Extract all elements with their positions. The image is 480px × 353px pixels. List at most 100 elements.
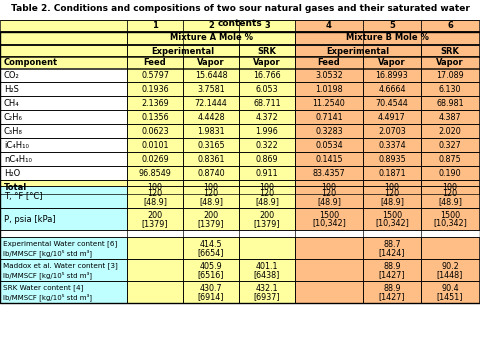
Text: [6516]: [6516] (198, 270, 224, 279)
Bar (421, 45, 479, 57)
Bar (239, 180, 295, 194)
Text: 4.372: 4.372 (256, 113, 278, 121)
Bar (127, 31, 295, 44)
Text: 120: 120 (147, 189, 163, 198)
Bar (0, 237, 127, 259)
Text: [1424]: [1424] (379, 249, 405, 257)
Bar (127, 82, 183, 96)
Bar (183, 208, 239, 230)
Text: Feed: Feed (318, 58, 340, 67)
Text: 6.053: 6.053 (256, 84, 278, 94)
Text: 120: 120 (322, 189, 336, 198)
Text: 15.6448: 15.6448 (195, 71, 228, 79)
Text: 1500: 1500 (319, 210, 339, 220)
Bar (183, 186, 239, 208)
Text: 68.981: 68.981 (436, 98, 464, 108)
Bar (127, 110, 183, 124)
Text: Vapor: Vapor (378, 58, 406, 67)
Text: Experimental Water content [6]: Experimental Water content [6] (3, 240, 117, 247)
Text: Vapor: Vapor (436, 58, 464, 67)
Text: 100: 100 (443, 183, 457, 191)
Text: 2.020: 2.020 (439, 126, 461, 136)
Text: [48.9]: [48.9] (255, 197, 279, 207)
Bar (127, 68, 183, 82)
Text: [1427]: [1427] (379, 270, 405, 279)
Text: 2.0703: 2.0703 (378, 126, 406, 136)
Text: 0.1936: 0.1936 (141, 84, 169, 94)
Bar (363, 138, 421, 152)
Text: CO₂: CO₂ (4, 71, 20, 79)
Bar (363, 180, 421, 194)
Bar (0, 259, 127, 281)
Text: 200: 200 (259, 210, 275, 220)
Text: [1427]: [1427] (379, 292, 405, 301)
Bar (421, 82, 479, 96)
Text: 0.8740: 0.8740 (197, 168, 225, 178)
Text: 100: 100 (322, 183, 336, 191)
Bar (127, 208, 183, 230)
Text: 0.0101: 0.0101 (141, 140, 169, 150)
Bar (239, 152, 295, 166)
Text: 414.5: 414.5 (200, 240, 222, 249)
Bar (295, 208, 363, 230)
Text: 120: 120 (259, 189, 275, 198)
Text: 120: 120 (443, 189, 457, 198)
Text: 0.0623: 0.0623 (141, 126, 169, 136)
Bar (127, 45, 239, 57)
Text: lb/MMSCF [kg/10⁵ std m³]: lb/MMSCF [kg/10⁵ std m³] (3, 293, 92, 301)
Text: 0.327: 0.327 (439, 140, 461, 150)
Bar (295, 281, 363, 303)
Bar (295, 166, 363, 180)
Bar (363, 208, 421, 230)
Text: 88.9: 88.9 (383, 262, 401, 270)
Text: Mixture B Mole %: Mixture B Mole % (346, 33, 429, 42)
Text: 3.7581: 3.7581 (197, 84, 225, 94)
Bar (363, 124, 421, 138)
Text: 0.911: 0.911 (256, 168, 278, 178)
Text: 100: 100 (204, 183, 218, 191)
Text: 1.996: 1.996 (256, 126, 278, 136)
Text: [6654]: [6654] (198, 249, 224, 257)
Bar (363, 281, 421, 303)
Bar (0, 20, 127, 32)
Bar (295, 124, 363, 138)
Bar (239, 45, 295, 57)
Text: [48.9]: [48.9] (199, 197, 223, 207)
Bar (183, 96, 239, 110)
Text: nC₄H₁₀: nC₄H₁₀ (4, 155, 32, 163)
Text: 0.3374: 0.3374 (378, 140, 406, 150)
Text: 90.4: 90.4 (441, 283, 459, 293)
Text: 1.9831: 1.9831 (197, 126, 225, 136)
Bar (421, 56, 479, 69)
Bar (239, 20, 295, 32)
Bar (421, 237, 479, 259)
Bar (421, 152, 479, 166)
Bar (183, 180, 239, 194)
Bar (295, 82, 363, 96)
Text: Feed: Feed (144, 58, 167, 67)
Bar (295, 180, 363, 194)
Text: 100: 100 (260, 183, 275, 191)
Bar (363, 96, 421, 110)
Bar (183, 281, 239, 303)
Bar (127, 186, 183, 208)
Text: H₂O: H₂O (4, 168, 20, 178)
Text: SRK Water content [4]: SRK Water content [4] (3, 284, 84, 291)
Text: 0.7141: 0.7141 (315, 113, 343, 121)
Text: 0.0269: 0.0269 (141, 155, 169, 163)
Text: 0.8935: 0.8935 (378, 155, 406, 163)
Text: 96.8549: 96.8549 (139, 168, 171, 178)
Bar (363, 20, 421, 32)
Text: T, °F [°C]: T, °F [°C] (4, 192, 43, 202)
Bar (183, 237, 239, 259)
Bar (295, 68, 363, 82)
Text: 0.1871: 0.1871 (378, 168, 406, 178)
Bar (421, 96, 479, 110)
Bar (0, 281, 127, 303)
Text: 4.387: 4.387 (439, 113, 461, 121)
Bar (295, 31, 479, 44)
Bar (295, 237, 363, 259)
Text: 90.2: 90.2 (441, 262, 459, 270)
Bar (295, 186, 363, 208)
Bar (0, 166, 127, 180)
